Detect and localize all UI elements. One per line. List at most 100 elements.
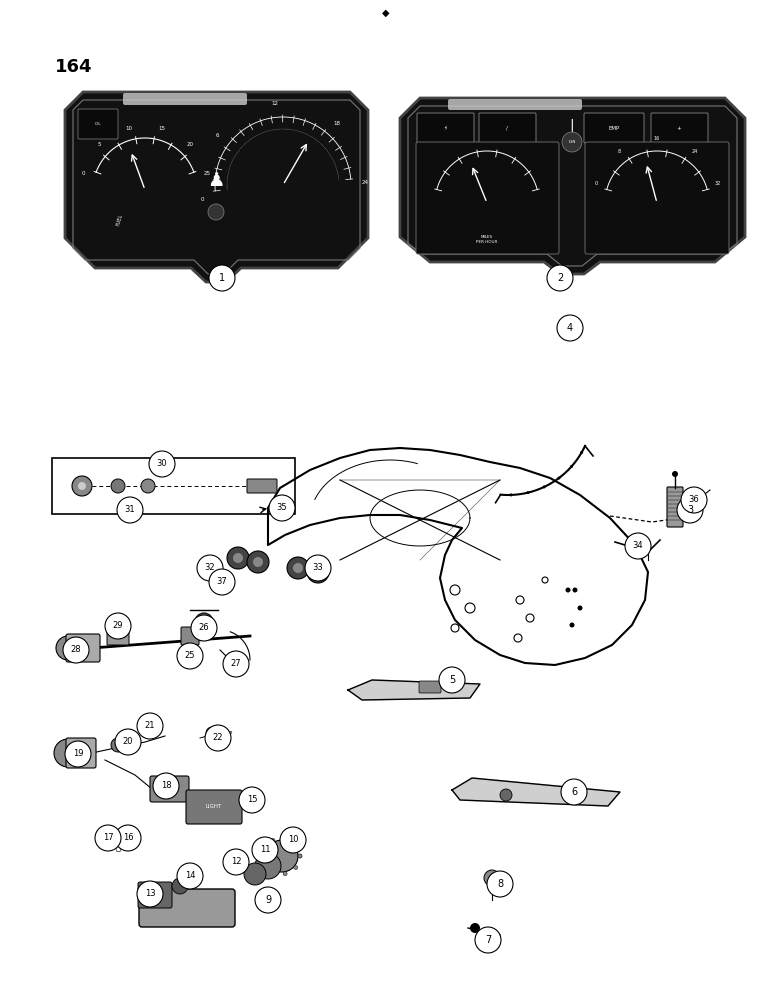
Circle shape <box>266 840 298 872</box>
Text: 6: 6 <box>571 787 577 797</box>
Circle shape <box>65 741 91 767</box>
Circle shape <box>305 555 331 581</box>
Text: 30: 30 <box>157 460 168 468</box>
Circle shape <box>307 561 329 583</box>
Circle shape <box>269 495 295 521</box>
Circle shape <box>252 837 278 863</box>
Text: 164: 164 <box>55 58 93 76</box>
Text: ⚡: ⚡ <box>443 125 447 130</box>
Text: 4: 4 <box>567 323 573 333</box>
Polygon shape <box>452 778 620 806</box>
Text: |: | <box>570 119 574 133</box>
Circle shape <box>255 887 281 913</box>
Text: /: / <box>506 125 508 130</box>
Circle shape <box>263 848 267 852</box>
Text: 13: 13 <box>144 890 155 898</box>
Circle shape <box>209 569 235 595</box>
Text: MILES
PER HOUR: MILES PER HOUR <box>476 235 498 244</box>
Circle shape <box>227 547 249 569</box>
Text: 18: 18 <box>334 121 340 126</box>
Text: 16: 16 <box>123 834 134 842</box>
PathPatch shape <box>400 98 745 274</box>
Text: 6: 6 <box>215 133 219 138</box>
Circle shape <box>78 482 86 490</box>
Text: 24: 24 <box>692 149 698 154</box>
Circle shape <box>677 497 703 523</box>
Circle shape <box>209 265 235 291</box>
FancyBboxPatch shape <box>66 634 100 662</box>
Text: 25: 25 <box>203 171 210 176</box>
Circle shape <box>484 870 500 886</box>
FancyBboxPatch shape <box>448 99 582 110</box>
FancyBboxPatch shape <box>651 113 708 143</box>
Circle shape <box>500 789 512 801</box>
Text: 7: 7 <box>485 935 491 945</box>
FancyBboxPatch shape <box>66 738 96 768</box>
Circle shape <box>293 563 303 573</box>
Circle shape <box>263 860 267 864</box>
Text: 32: 32 <box>715 181 721 186</box>
FancyBboxPatch shape <box>138 882 172 908</box>
Circle shape <box>72 476 92 496</box>
Circle shape <box>206 727 218 739</box>
Circle shape <box>570 622 574 628</box>
Circle shape <box>105 613 131 639</box>
Text: ◆: ◆ <box>382 8 390 18</box>
Circle shape <box>137 713 163 739</box>
Circle shape <box>566 587 571 592</box>
Circle shape <box>205 725 231 751</box>
Text: 19: 19 <box>73 750 83 758</box>
Circle shape <box>543 485 546 488</box>
Circle shape <box>280 827 306 853</box>
Circle shape <box>487 871 513 897</box>
Text: 1: 1 <box>219 273 225 283</box>
Text: 12: 12 <box>231 857 241 866</box>
Circle shape <box>681 487 707 513</box>
Circle shape <box>153 773 179 799</box>
Text: 2: 2 <box>557 273 563 283</box>
Circle shape <box>149 451 175 477</box>
Text: 12: 12 <box>271 101 278 106</box>
Circle shape <box>119 827 137 845</box>
Text: 0: 0 <box>81 171 85 176</box>
Circle shape <box>115 825 141 851</box>
Text: OIL: OIL <box>95 122 101 126</box>
Circle shape <box>177 863 203 889</box>
Text: LIGHT: LIGHT <box>206 804 222 810</box>
Text: 15: 15 <box>158 126 165 131</box>
Text: 20: 20 <box>123 738 134 746</box>
Circle shape <box>625 533 651 559</box>
Text: 0: 0 <box>594 181 598 186</box>
Text: 17: 17 <box>103 834 113 842</box>
Circle shape <box>172 878 188 894</box>
Circle shape <box>255 853 281 879</box>
FancyBboxPatch shape <box>584 113 644 143</box>
Text: 31: 31 <box>125 506 135 514</box>
Circle shape <box>239 787 265 813</box>
Text: 21: 21 <box>145 722 155 730</box>
FancyBboxPatch shape <box>667 487 683 527</box>
Text: 18: 18 <box>161 782 171 790</box>
Text: +: + <box>676 125 682 130</box>
Circle shape <box>475 927 501 953</box>
Circle shape <box>294 842 298 846</box>
Text: EMP: EMP <box>608 125 620 130</box>
Text: 35: 35 <box>276 504 287 512</box>
Circle shape <box>233 553 243 563</box>
Circle shape <box>111 479 125 493</box>
Text: 8: 8 <box>497 879 503 889</box>
Circle shape <box>117 497 143 523</box>
Circle shape <box>470 923 480 933</box>
PathPatch shape <box>65 92 368 282</box>
Text: 33: 33 <box>313 564 323 572</box>
Circle shape <box>247 551 269 573</box>
Text: 24: 24 <box>361 180 368 185</box>
FancyBboxPatch shape <box>417 113 474 143</box>
Circle shape <box>191 615 217 641</box>
Text: 34: 34 <box>633 542 643 550</box>
Text: 10: 10 <box>288 836 298 844</box>
Circle shape <box>63 637 89 663</box>
FancyBboxPatch shape <box>123 93 247 105</box>
Text: 10: 10 <box>125 126 132 131</box>
Circle shape <box>298 854 302 858</box>
